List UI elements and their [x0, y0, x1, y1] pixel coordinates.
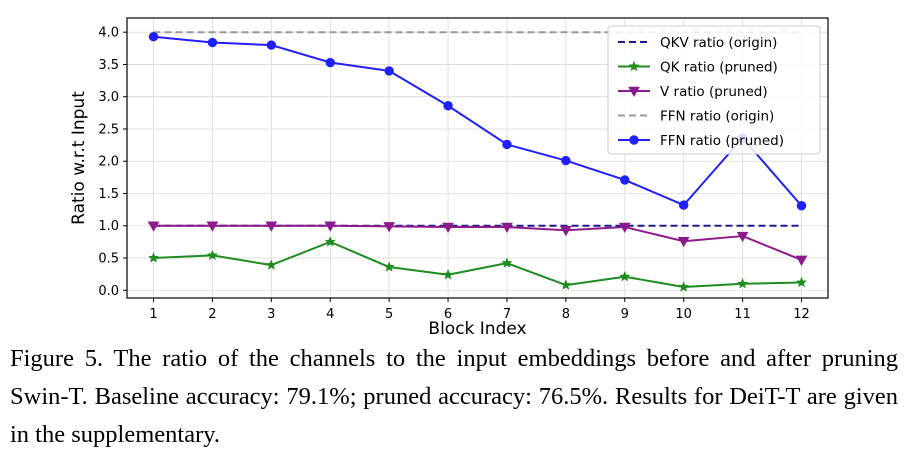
legend-box — [607, 25, 821, 155]
line-chart: 1 2 3 4 5 6 7 8 9 10 11 120.00.51.01.52.02.53.03.54… — [69, 17, 829, 339]
y-tick-label: 0.5 — [98, 252, 119, 267]
data-point-4-8 — [620, 175, 630, 185]
data-point-2-1 — [206, 221, 219, 232]
data-point-1-10 — [736, 277, 749, 289]
data-point-2-11 — [795, 255, 808, 266]
y-tick-label: 1.0 — [98, 219, 119, 234]
data-point-4-11 — [796, 201, 807, 211]
data-point-2-0 — [147, 221, 160, 232]
plot-frame — [126, 17, 829, 299]
data-point-2-5 — [442, 222, 454, 234]
legend-label: QKV ratio (origin) — [660, 35, 777, 51]
data-point-4-3 — [325, 57, 335, 68]
x-tick-label: 9 — [621, 307, 629, 322]
data-point-1-5 — [442, 268, 454, 280]
x-tick-label: 12 — [793, 307, 810, 322]
data-point-2-2 — [265, 221, 278, 232]
series-line-4 — [153, 35, 803, 207]
legend-label: FFN ratio (origin) — [660, 109, 774, 125]
axis-ticks: 1 2 3 4 5 6 7 8 9 10 11 120.00.51.01.52.02.53.03.54… — [98, 26, 809, 322]
data-point-4-7 — [561, 155, 571, 166]
x-tick-label: 8 — [562, 307, 570, 322]
y-tick-label: 0.0 — [98, 284, 119, 299]
data-point-2-9 — [677, 236, 690, 248]
data-point-1-4 — [383, 261, 395, 272]
y-tick-label: 2.5 — [98, 122, 119, 137]
data-point-2-10 — [736, 231, 749, 243]
y-tick-label: 4.0 — [98, 26, 119, 41]
legend: QKV ratio (origin) QK ratio (pruned) V rat… — [607, 25, 821, 155]
series-markers — [147, 32, 808, 292]
x-tick-label: 5 — [385, 307, 393, 322]
series-line-2 — [153, 224, 802, 261]
legend-marker-4 — [629, 135, 639, 145]
y-tick-label: 1.5 — [98, 187, 119, 202]
y-tick-label: 3.0 — [98, 90, 119, 105]
data-point-4-4 — [384, 66, 394, 76]
data-point-2-7 — [559, 226, 572, 237]
data-point-2-6 — [501, 222, 513, 234]
data-point-1-1 — [206, 249, 219, 261]
series-line-1 — [153, 240, 802, 289]
x-tick-label: 7 — [503, 307, 511, 322]
data-point-4-5 — [443, 101, 453, 111]
legend-marker-1 — [628, 60, 640, 72]
legend-marker-2 — [628, 86, 640, 98]
data-point-4-0 — [148, 32, 159, 42]
data-point-2-8 — [618, 222, 631, 234]
legend-label: QK ratio (pruned) — [660, 60, 778, 76]
x-tick-label: 6 — [444, 307, 452, 322]
y-tick-label: 2.0 — [98, 155, 119, 170]
x-axis-label: Block Index — [428, 319, 526, 339]
x-tick-label: 1 — [149, 307, 157, 322]
x-tick-label: 3 — [267, 307, 275, 322]
legend-label: FFN ratio (pruned) — [660, 133, 784, 149]
data-point-1-6 — [501, 257, 513, 268]
data-point-2-3 — [324, 221, 337, 232]
figure-caption: Figure 5. The ratio of the channels to t… — [10, 345, 898, 448]
data-point-4-1 — [207, 37, 218, 48]
x-tick-label: 11 — [734, 307, 751, 322]
data-point-1-9 — [678, 281, 690, 292]
data-point-4-6 — [502, 139, 512, 150]
data-point-1-7 — [560, 279, 572, 290]
x-tick-label: 4 — [326, 307, 334, 322]
data-point-1-0 — [147, 252, 160, 263]
y-axis-label: Ratio w.r.t Input — [69, 91, 89, 225]
data-point-4-9 — [678, 200, 689, 210]
y-tick-label: 3.5 — [98, 58, 119, 73]
data-point-2-4 — [383, 222, 396, 233]
data-point-1-8 — [619, 270, 631, 282]
data-point-4-2 — [266, 40, 277, 50]
x-tick-label: 2 — [208, 307, 216, 322]
legend-label: V ratio (pruned) — [660, 84, 768, 100]
data-point-1-11 — [795, 276, 808, 288]
x-tick-label: 10 — [675, 307, 692, 322]
data-point-1-2 — [265, 259, 277, 270]
data-point-1-3 — [324, 235, 336, 247]
